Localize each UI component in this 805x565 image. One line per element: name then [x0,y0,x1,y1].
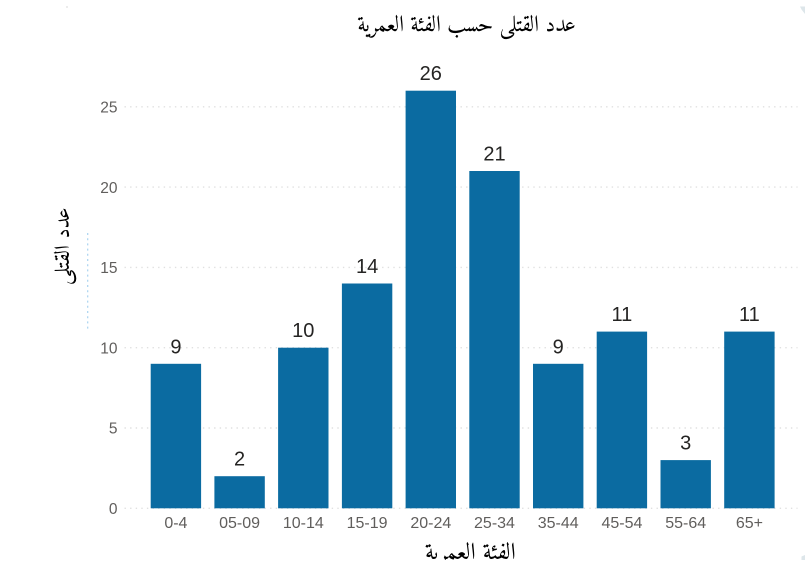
svg-text:10-14: 10-14 [283,515,324,532]
svg-text:25-34: 25-34 [474,515,515,532]
svg-text:25: 25 [100,100,117,117]
svg-text:15-19: 15-19 [347,515,388,532]
svg-text:11: 11 [612,304,633,326]
svg-text:0: 0 [109,501,118,518]
svg-text:14: 14 [356,256,378,278]
svg-text:0-4: 0-4 [164,515,187,532]
svg-text:15: 15 [100,260,117,277]
svg-text:55-64: 55-64 [665,515,706,532]
svg-text:65+: 65+ [736,515,763,532]
svg-text:10: 10 [292,320,314,342]
svg-text:5: 5 [109,421,118,438]
svg-text:20: 20 [100,180,118,197]
svg-text:21: 21 [483,144,505,166]
svg-text:11: 11 [739,304,760,326]
svg-text:10: 10 [100,340,118,357]
svg-text:45-54: 45-54 [601,515,642,532]
svg-text:2: 2 [234,449,245,471]
svg-text:9: 9 [553,336,564,358]
svg-text:3: 3 [680,433,691,455]
svg-text:35-44: 35-44 [538,515,579,532]
svg-text:05-09: 05-09 [219,515,260,532]
svg-text:20-24: 20-24 [410,515,451,532]
svg-text:26: 26 [420,63,442,85]
svg-text:9: 9 [170,336,181,358]
